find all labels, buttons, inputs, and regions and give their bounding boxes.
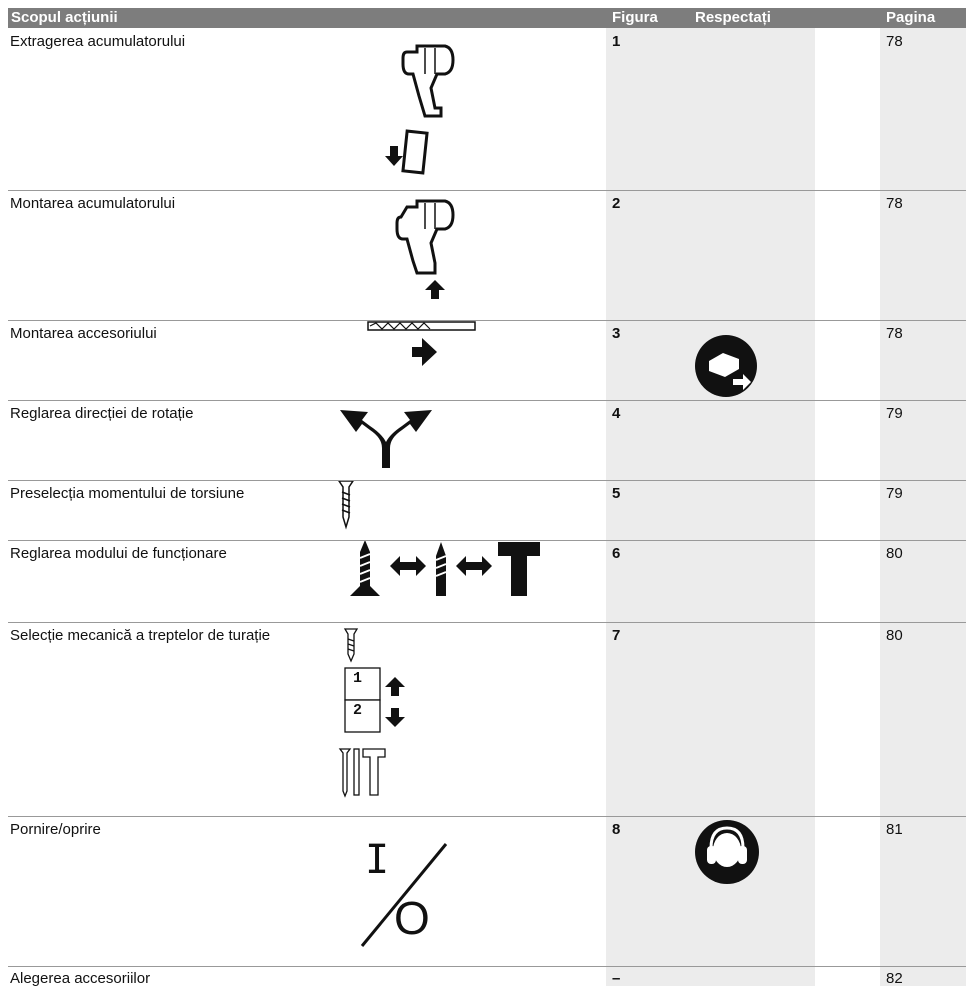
page-shade bbox=[880, 28, 966, 986]
screw-icon bbox=[337, 480, 355, 530]
figure-cell: 8 bbox=[612, 821, 621, 838]
action-cell: Extragerea acumulatorului bbox=[10, 33, 186, 50]
page-cell: 80 bbox=[886, 545, 903, 562]
direction-icon bbox=[340, 410, 432, 468]
notice-icon bbox=[695, 335, 757, 397]
figure-cell: 4 bbox=[612, 405, 621, 422]
action-cell: Reglarea direcției de rotație bbox=[10, 405, 194, 422]
figure-cell: 2 bbox=[612, 195, 621, 212]
bit-icon bbox=[367, 321, 476, 366]
row-rule bbox=[8, 816, 966, 817]
switch-label: I bbox=[365, 837, 390, 883]
page-cell: 78 bbox=[886, 325, 903, 342]
switch-icon bbox=[360, 843, 448, 947]
figure-cell: 5 bbox=[612, 485, 621, 502]
action-cell: Preselecția momentului de torsiune bbox=[10, 485, 245, 502]
row-rule bbox=[8, 190, 966, 191]
action-cell: Reglarea modului de funcționare bbox=[10, 545, 227, 562]
gear-icon bbox=[338, 628, 405, 798]
figure-cell: 7 bbox=[612, 627, 621, 644]
page-cell: 78 bbox=[886, 195, 903, 212]
switch-label: O bbox=[394, 892, 430, 944]
page-cell: 82 bbox=[886, 970, 903, 987]
figure-cell: – bbox=[612, 970, 621, 987]
row-rule bbox=[8, 480, 966, 481]
header-cell: Scopul acțiunii bbox=[11, 9, 118, 26]
action-cell: Selecție mecanică a treptelor de turație bbox=[10, 627, 271, 644]
action-cell: Montarea acumulatorului bbox=[10, 195, 176, 212]
action-cell: Montarea accesoriului bbox=[10, 325, 157, 342]
row-rule bbox=[8, 320, 966, 321]
action-cell: Pornire/oprire bbox=[10, 821, 101, 838]
header-cell: Respectați bbox=[695, 9, 771, 26]
mode-icon bbox=[350, 540, 540, 596]
page-cell: 80 bbox=[886, 627, 903, 644]
page-cell: 81 bbox=[886, 821, 903, 838]
row-rule bbox=[8, 400, 966, 401]
drill-icon bbox=[395, 199, 455, 299]
row-rule bbox=[8, 540, 966, 541]
gear-label: 2 bbox=[353, 702, 363, 719]
notice-icon bbox=[695, 820, 759, 884]
page-cell: 79 bbox=[886, 405, 903, 422]
row-rule bbox=[8, 966, 966, 967]
row-rule bbox=[8, 622, 966, 623]
gear-label: 1 bbox=[353, 670, 363, 687]
figure-cell: 1 bbox=[612, 33, 621, 50]
figure-cell: 6 bbox=[612, 545, 621, 562]
page-cell: 79 bbox=[886, 485, 903, 502]
action-cell: Alegerea accesoriilor bbox=[10, 970, 151, 987]
header-bar bbox=[8, 8, 966, 28]
header-cell: Figura bbox=[612, 9, 658, 26]
drill-icon bbox=[385, 44, 455, 175]
header-cell: Pagina bbox=[886, 9, 936, 26]
page-cell: 78 bbox=[886, 33, 903, 50]
figure-cell: 3 bbox=[612, 325, 621, 342]
